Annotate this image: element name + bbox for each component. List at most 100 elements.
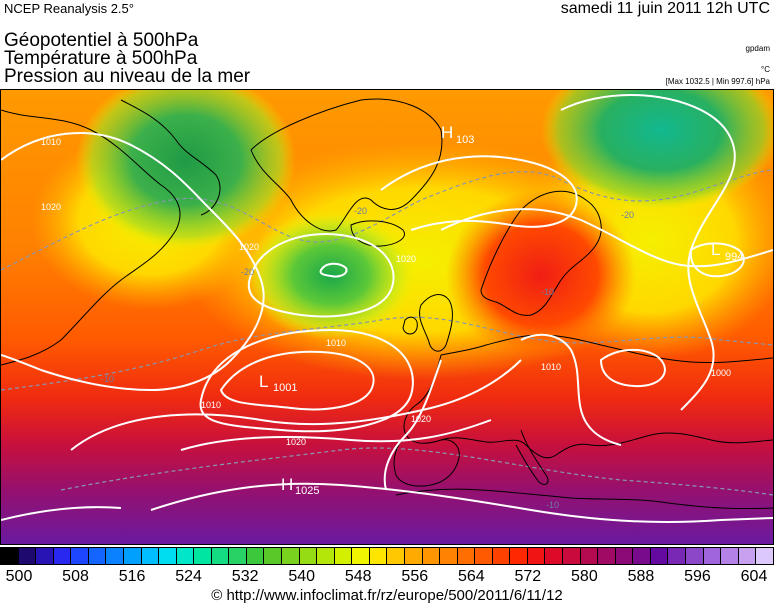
colorbar-swatch [492,548,511,564]
colorbar [0,547,774,565]
colorbar-swatch [36,548,54,564]
isobar-label: 1010 [541,362,561,372]
isobar-label: 1020 [396,254,416,264]
isobar-label: 1010 [41,137,61,147]
colorbar-swatch [598,548,616,564]
colorbar-tick-label: 564 [457,568,485,585]
colorbar-swatch [18,548,37,564]
colorbar-tick-label: 548 [344,568,372,585]
warm-ridge-scandinavia [446,190,636,360]
colorbar-swatch [545,548,563,564]
colorbar-swatch [71,548,89,564]
colorbar-swatch [422,548,441,564]
coastlines [1,98,773,510]
colorbar-swatch [352,548,370,564]
colorbar-tick-label: 556 [401,568,429,585]
high-pressure-north-letter: H [441,123,453,142]
colorbar-swatch [334,548,353,564]
colorbar-swatch [457,548,476,564]
unit-geopotential: gpdam [745,44,770,53]
isobar-label: 1010 [201,400,221,410]
title-geopotential: Géopotentiel à 500hPa [4,30,199,51]
colorbar-swatch [580,548,599,564]
temperature-isolines [1,169,773,496]
high-pressure-azores-letter: H [281,475,293,494]
colorbar-swatch [369,548,388,564]
colorbar-labels: 500 508 516 524 532 540 548 556 564 572 580 588 596 6… [0,568,774,588]
low-pressure-atlantic-letter: L [259,372,268,391]
unit-pressure-range: [Max 1032.5 | Min 997.6] hPa [665,77,770,86]
colorbar-swatch [685,548,704,564]
colorbar-tick-label: 580 [571,568,598,585]
colorbar-swatch [211,548,230,564]
colorbar-swatch [563,548,581,564]
isobar-label: 1000 [711,368,731,378]
colorbar-swatch [264,548,282,564]
colorbar-swatch [1,548,19,564]
temperature-label: -10 [546,500,559,510]
colorbar-tick-label: 532 [231,568,259,585]
colorbar-swatch [141,548,160,564]
colorbar-swatch [176,548,195,564]
isobar-label: 1020 [41,202,61,212]
weather-map-svg: H 103 L 994 L 1001 H 1025 1010 1020 1010… [1,90,773,544]
colorbar-swatch [88,548,107,564]
colorbar-swatch [159,548,177,564]
colorbar-swatch [387,548,405,564]
colorbar-swatch [633,548,651,564]
colorbar-tick-label: 572 [514,568,542,585]
isobar-label: 1010 [326,338,346,348]
temperature-labels: -20 -20 -20 -10 -10 -10 [101,206,634,510]
isobar-label: 1020 [286,437,306,447]
datetime-label: samedi 11 juin 2011 12h UTC [560,0,770,17]
temperature-label: -20 [354,206,367,216]
colorbar-tick-label: 588 [627,568,655,585]
high-pressure-north-value: 103 [456,134,474,146]
colorbar-swatch [475,548,493,564]
colorbar-swatch [282,548,300,564]
colorbar-tick-label: 540 [288,568,316,585]
colorbar-swatch [317,548,335,564]
low-pressure-atlantic-value: 1001 [273,382,297,394]
weather-map: H 103 L 994 L 1001 H 1025 1010 1020 1010… [0,89,774,545]
isobar-labels: 1010 1020 1010 1020 1020 1010 1010 1000 … [41,137,731,447]
credit-footer: © http://www.infoclimat.fr/rz/europe/500… [211,587,563,604]
temperature-label: -10 [101,374,114,384]
colorbar-tick-label: 524 [175,568,202,585]
temperature-label: -20 [241,267,254,277]
title-temperature: Température à 500hPa [4,48,198,69]
colorbar-tick-label: 604 [740,568,768,585]
unit-temperature: °C [761,65,770,74]
title-pressure: Pression au niveau de la mer [4,66,251,87]
colorbar-swatch [510,548,528,564]
colorbar-swatch [615,548,634,564]
colorbar-swatch [53,548,72,564]
colorbar-swatch [650,548,669,564]
colorbar-swatch [668,548,686,564]
colorbar-swatch [527,548,546,564]
colorbar-swatch [703,548,722,564]
colorbar-swatch [721,548,739,564]
colorbar-swatch [299,548,318,564]
isobar-label: 1020 [239,242,259,252]
low-pressure-east-letter: L [711,240,720,259]
low-pressure-east-value: 994 [725,251,743,263]
colorbar-swatch [404,548,423,564]
colorbar-swatch [756,548,773,564]
colorbar-swatch [440,548,458,564]
colorbar-swatch [123,548,142,564]
temperature-label: -20 [621,210,634,220]
colorbar-swatch [229,548,247,564]
colorbar-tick-label: 500 [5,568,33,585]
high-pressure-azores-value: 1025 [295,485,319,497]
colorbar-swatch [246,548,265,564]
colorbar-tick-label: 508 [62,568,89,585]
colorbar-swatch [738,548,757,564]
temperature-label: -10 [541,287,554,297]
colorbar-tick-label: 596 [684,568,711,585]
isobar-label: 1020 [411,414,431,424]
colorbar-tick-label: 516 [118,568,146,585]
source-label: NCEP Reanalysis 2.5° [4,1,134,16]
colorbar-swatch [106,548,124,564]
colorbar-swatch [194,548,212,564]
